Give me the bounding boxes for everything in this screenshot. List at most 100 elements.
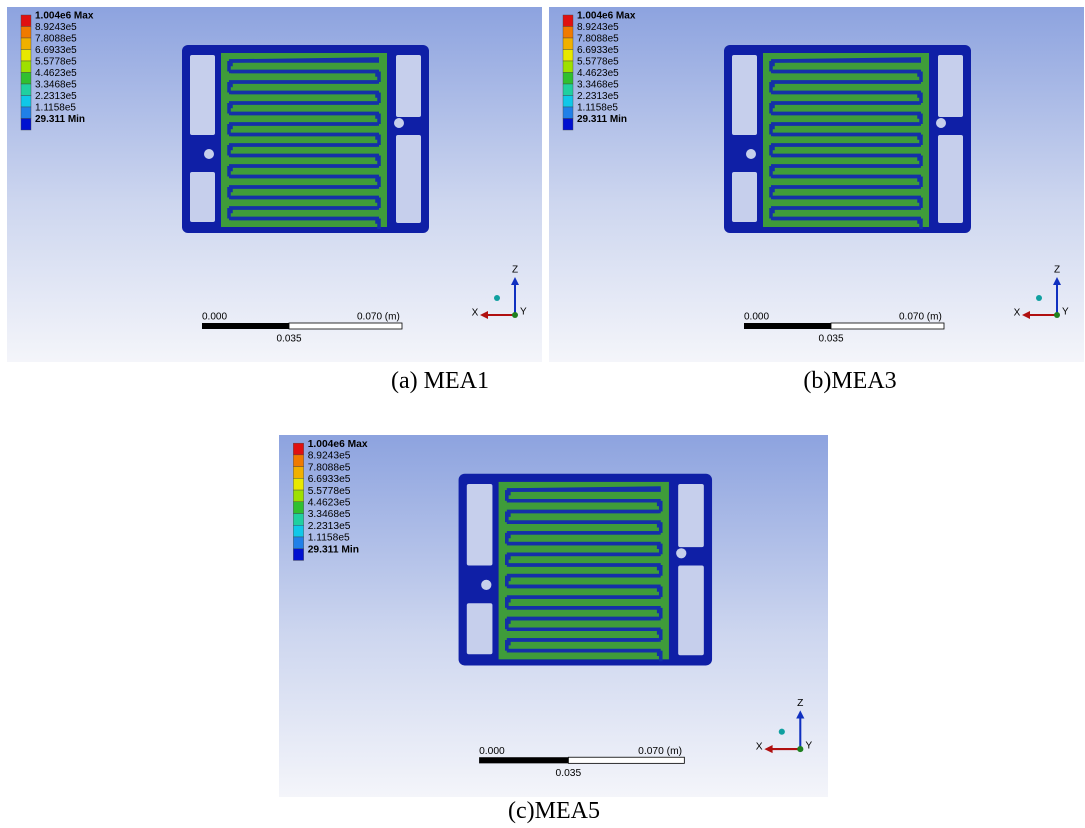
legend-label: 4.4623e5 bbox=[35, 68, 77, 79]
legend-label: 3.3468e5 bbox=[308, 509, 351, 520]
legend-swatch bbox=[21, 61, 31, 73]
legend-label: 1.1158e5 bbox=[308, 533, 350, 544]
legend-swatch bbox=[563, 38, 573, 50]
scale-label: 0.070 (m) bbox=[899, 312, 942, 323]
legend-swatch bbox=[563, 84, 573, 96]
axis-label: Z bbox=[797, 698, 803, 709]
legend-swatch bbox=[293, 537, 303, 549]
legend-swatch bbox=[21, 73, 31, 85]
slot bbox=[938, 55, 963, 117]
scale-bar bbox=[479, 757, 568, 763]
slot bbox=[396, 135, 421, 223]
flow-field bbox=[499, 482, 669, 659]
origin bbox=[512, 312, 518, 318]
legend-label: 1.004e6 Max bbox=[308, 439, 368, 450]
legend-label: 1.004e6 Max bbox=[577, 11, 636, 22]
scale-bar bbox=[744, 323, 831, 329]
legend-swatch bbox=[21, 107, 31, 119]
legend-label: 29.311 Min bbox=[577, 114, 627, 125]
legend-swatch bbox=[563, 50, 573, 62]
legend-label: 8.9243e5 bbox=[577, 22, 619, 33]
legend-swatch bbox=[563, 27, 573, 39]
slot bbox=[467, 484, 493, 566]
legend-swatch bbox=[293, 478, 303, 490]
slot bbox=[190, 172, 215, 222]
scale-label: 0.035 bbox=[818, 334, 843, 345]
legend-label: 3.3468e5 bbox=[35, 80, 77, 91]
slot bbox=[190, 55, 215, 135]
legend-swatch bbox=[293, 443, 303, 455]
axis-label: Z bbox=[1054, 265, 1060, 276]
hole bbox=[394, 118, 404, 128]
scale-label: 0.000 bbox=[479, 746, 505, 757]
legend-swatch bbox=[21, 119, 31, 131]
legend-swatch bbox=[563, 96, 573, 108]
legend-swatch bbox=[293, 467, 303, 479]
axis-label: Z bbox=[512, 265, 518, 276]
scale-bar bbox=[202, 323, 289, 329]
scale-label: 0.000 bbox=[202, 312, 227, 323]
hole bbox=[204, 149, 214, 159]
contour-view: 1.004e6 Max8.9243e57.8088e56.6933e55.577… bbox=[279, 435, 828, 797]
scale-label: 0.000 bbox=[744, 312, 769, 323]
legend-label: 6.6933e5 bbox=[35, 45, 77, 56]
axis-label: X bbox=[472, 308, 479, 319]
legend-swatch bbox=[21, 96, 31, 108]
legend-swatch bbox=[21, 15, 31, 27]
legend-swatch bbox=[563, 15, 573, 27]
legend-label: 4.4623e5 bbox=[577, 68, 619, 79]
legend-label: 5.5778e5 bbox=[308, 486, 351, 497]
axis-label: X bbox=[756, 742, 763, 753]
axis-label: Y bbox=[520, 307, 527, 318]
legend-label: 1.1158e5 bbox=[35, 103, 76, 114]
contour-view: 1.004e6 Max8.9243e57.8088e56.6933e55.577… bbox=[549, 7, 1084, 362]
slot bbox=[678, 484, 704, 547]
view-ball bbox=[779, 729, 785, 735]
legend-label: 5.5778e5 bbox=[35, 57, 77, 68]
slot bbox=[396, 55, 421, 117]
hole bbox=[676, 548, 686, 558]
legend-label: 8.9243e5 bbox=[308, 451, 351, 462]
slot bbox=[732, 172, 757, 222]
legend-label: 29.311 Min bbox=[308, 544, 359, 555]
legend-swatch bbox=[293, 549, 303, 561]
slot bbox=[678, 566, 704, 656]
legend-label: 7.8088e5 bbox=[35, 34, 77, 45]
caption: (c)MEA5 bbox=[404, 798, 704, 825]
legend-label: 6.6933e5 bbox=[308, 474, 351, 485]
slot bbox=[938, 135, 963, 223]
legend-swatch bbox=[293, 502, 303, 514]
view-ball bbox=[1036, 295, 1042, 301]
legend-swatch bbox=[563, 119, 573, 131]
caption: (b)MEA3 bbox=[700, 368, 1000, 395]
contour-view: 1.004e6 Max8.9243e57.8088e56.6933e55.577… bbox=[7, 7, 542, 362]
hole bbox=[746, 149, 756, 159]
legend-label: 6.6933e5 bbox=[577, 45, 619, 56]
legend-swatch bbox=[293, 514, 303, 526]
slot bbox=[732, 55, 757, 135]
axis-label: X bbox=[1014, 308, 1021, 319]
legend-label: 3.3468e5 bbox=[577, 80, 619, 91]
legend-swatch bbox=[563, 61, 573, 73]
legend-label: 8.9243e5 bbox=[35, 22, 77, 33]
view-ball bbox=[494, 295, 500, 301]
legend-swatch bbox=[293, 490, 303, 502]
scale-label: 0.035 bbox=[276, 334, 301, 345]
legend-label: 29.311 Min bbox=[35, 114, 85, 125]
legend-swatch bbox=[21, 84, 31, 96]
scale-bar bbox=[289, 323, 402, 329]
legend-swatch bbox=[563, 107, 573, 119]
caption: (a) MEA1 bbox=[290, 368, 590, 395]
legend-label: 2.2313e5 bbox=[577, 91, 619, 102]
legend-label: 4.4623e5 bbox=[308, 498, 351, 509]
scale-bar bbox=[831, 323, 944, 329]
legend-label: 1.004e6 Max bbox=[35, 11, 94, 22]
legend-label: 5.5778e5 bbox=[577, 57, 619, 68]
legend-label: 7.8088e5 bbox=[308, 462, 351, 473]
legend-label: 2.2313e5 bbox=[308, 521, 351, 532]
figure: 1.004e6 Max8.9243e57.8088e56.6933e55.577… bbox=[0, 0, 1085, 828]
legend-swatch bbox=[21, 27, 31, 39]
hole bbox=[936, 118, 946, 128]
legend-swatch bbox=[293, 455, 303, 467]
legend-swatch bbox=[563, 73, 573, 85]
